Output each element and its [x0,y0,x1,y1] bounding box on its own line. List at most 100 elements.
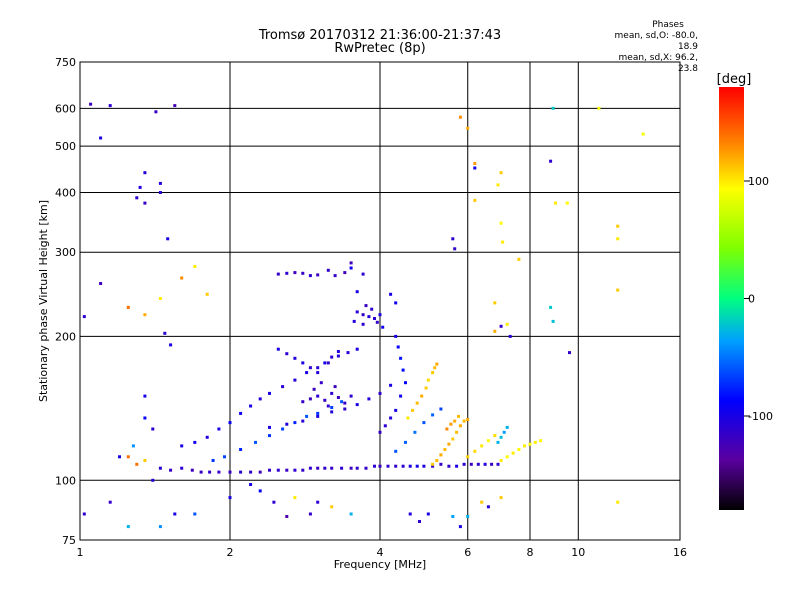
data-point [268,425,271,429]
data-point [449,422,453,426]
data-point [180,276,184,280]
data-point [496,440,500,444]
data-point [308,366,312,370]
data-point [549,305,553,309]
data-point [326,361,330,365]
data-point [641,132,645,136]
data-point [193,440,197,444]
data-point [316,371,320,375]
data-point [190,468,194,472]
data-point [316,366,320,370]
data-point [499,324,503,328]
data-point [469,462,473,466]
data-point [549,159,553,163]
x-tick-label: 2 [227,546,234,559]
x-tick-label: 16 [673,546,687,559]
data-point [496,183,500,187]
data-point [435,459,439,462]
data-point [473,198,477,202]
data-point [316,411,320,415]
data-point [375,320,379,324]
data-point [457,414,460,418]
y-tick-label: 400 [55,186,76,199]
data-point [258,470,262,474]
data-point [163,331,167,335]
data-point [158,466,162,470]
data-point [208,470,212,474]
data-point [308,397,312,401]
data-point [415,464,419,468]
phases-title: Phases [652,20,684,30]
data-point [349,394,353,398]
data-point [346,351,350,355]
phases-o-stats: mean, sd,O: -80.0, 18.9 [614,31,698,52]
data-point [499,496,503,500]
colorbar [719,87,744,510]
data-point [408,512,412,516]
data-point [143,394,147,398]
data-point [352,319,356,323]
data-point [493,301,497,305]
data-point [386,464,390,468]
data-point [502,430,506,434]
data-point [439,407,443,411]
data-point [158,525,162,529]
data-point [499,435,503,439]
data-point [330,466,334,470]
data-point [285,468,289,472]
data-point [276,347,280,351]
data-point [143,416,147,420]
y-tick-label: 750 [55,56,76,69]
data-point [394,408,398,412]
data-point [523,444,526,448]
data-point [330,410,334,414]
data-point [453,419,457,423]
data-point [616,288,620,292]
data-point [135,196,139,200]
data-point [370,307,374,311]
data-point [401,368,405,372]
data-point [466,515,470,518]
data-point [293,378,297,382]
data-point [330,406,334,409]
data-point [499,459,503,462]
data-point [597,106,601,110]
data-point [154,110,158,114]
data-point [511,451,515,455]
data-point [228,470,232,474]
data-point [135,462,139,466]
data-point [217,427,221,431]
data-point [476,462,480,466]
data-point [505,425,509,429]
data-point [508,334,512,338]
data-point [364,466,368,470]
data-point [249,483,253,486]
colorbar-tick-label: 100 [748,175,769,188]
data-point [228,421,232,425]
data-point [361,272,365,276]
data-point [340,400,344,404]
data-point [458,115,462,119]
data-point [99,136,103,140]
data-point [340,466,344,470]
data-point [254,440,257,444]
data-point [355,310,359,314]
data-point [143,313,147,317]
data-point [499,221,503,225]
data-point [281,385,285,389]
data-point [108,104,112,108]
data-point [89,102,93,106]
data-point [404,381,407,385]
data-point [82,315,86,319]
data-point [316,394,320,398]
data-point [138,185,142,189]
data-point [528,442,532,446]
data-point [396,345,400,349]
data-point [305,371,309,375]
data-point [301,419,305,423]
data-point [205,292,209,296]
data-point [453,247,457,251]
data-point [496,462,500,466]
data-point [131,444,135,448]
x-tick-label: 10 [571,546,585,559]
